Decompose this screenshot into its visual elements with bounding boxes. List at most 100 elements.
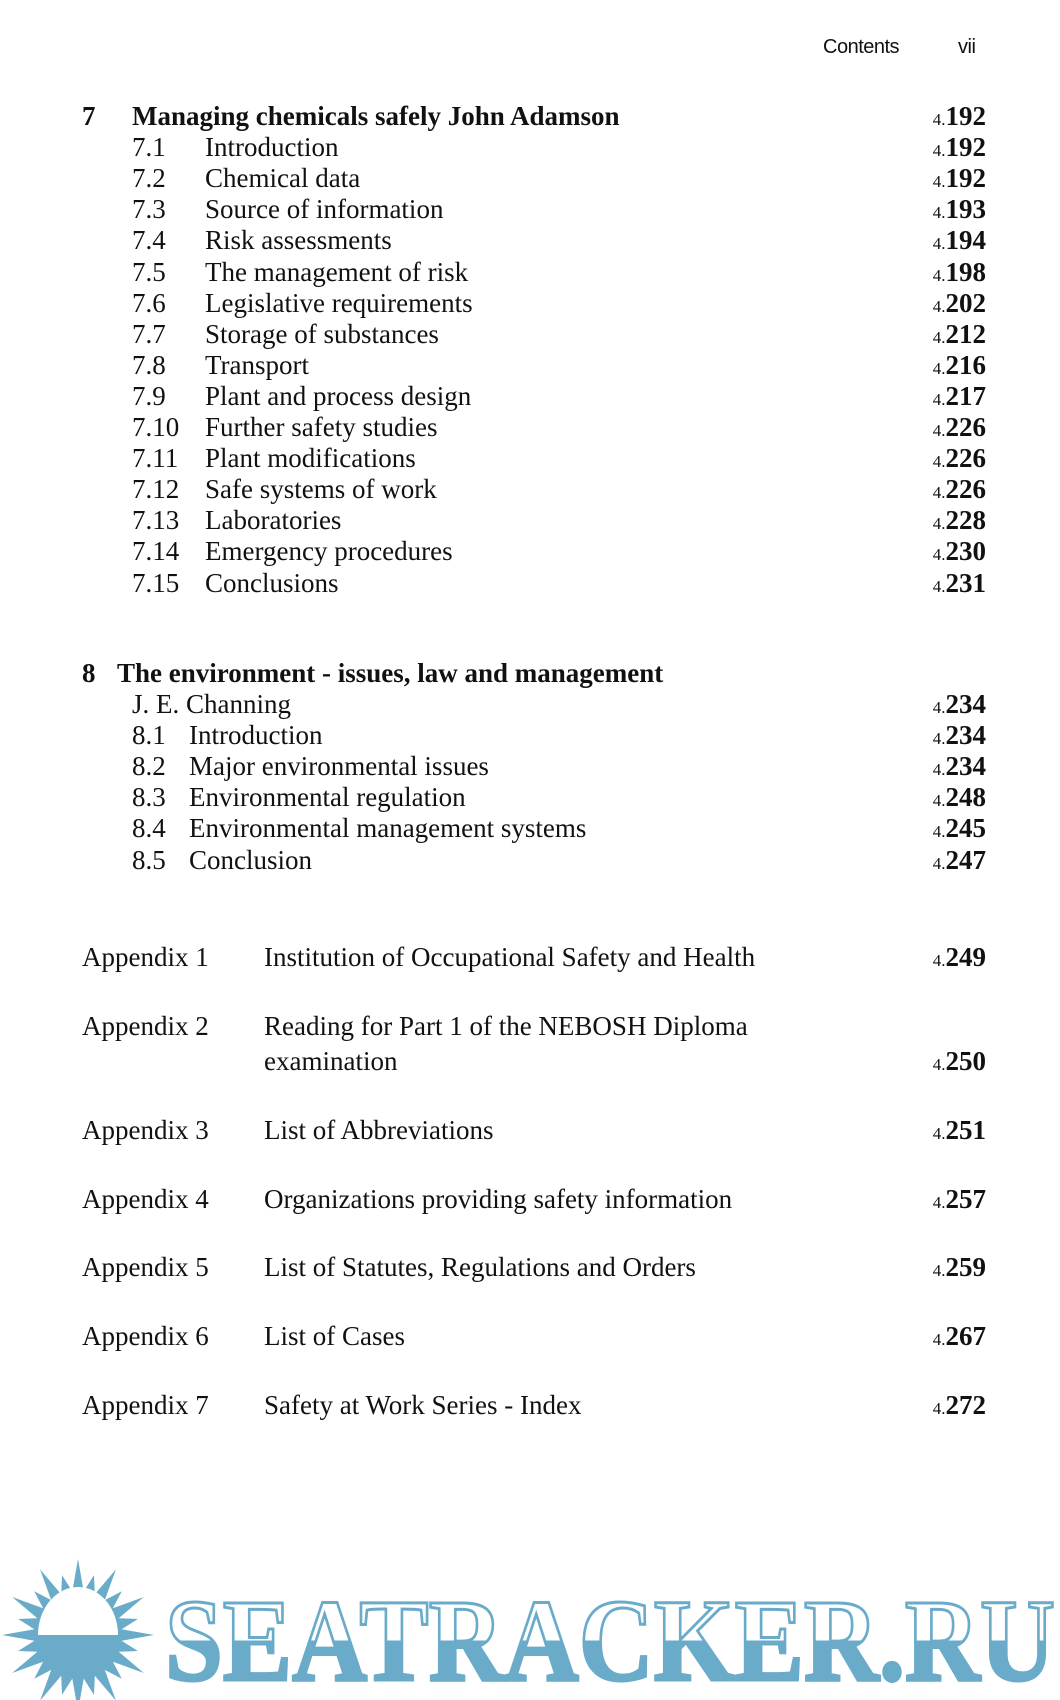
page-prefix: 4.	[932, 327, 946, 347]
toc-section[interactable]: 7.12 Safe systems of work 4.226	[0, 473, 1060, 505]
page-prefix: 4.	[932, 1261, 946, 1280]
toc-section[interactable]: 7.13 Laboratories 4.228	[0, 504, 1060, 536]
section-number: 7.13	[132, 505, 180, 536]
chapter-number: 8	[82, 658, 96, 688]
section-title: Environmental management systems	[189, 813, 587, 844]
page-prefix: 4.	[932, 265, 946, 285]
appendix-label: Appendix 4	[82, 1184, 209, 1214]
section-title: Plant and process design	[205, 380, 472, 411]
toc-section[interactable]: 7.1 Introduction 4.192	[0, 131, 1060, 163]
toc-section[interactable]: 8.3 Environmental regulation 4.248	[0, 781, 1060, 813]
appendix-label: Appendix 3	[82, 1115, 209, 1145]
section-page: 4.192	[933, 162, 986, 198]
page-number: 226	[945, 443, 987, 474]
section-number: 8.4	[132, 813, 166, 844]
toc-section[interactable]: 7.7 Storage of substances 4.212	[0, 318, 1060, 350]
appendix-title: Institution of Occupational Safety and H…	[264, 942, 756, 972]
page-number: 234	[945, 689, 987, 719]
page-number: 251	[945, 1115, 987, 1145]
section-title: Plant modifications	[205, 443, 416, 474]
appendix-page: 4.267	[933, 1320, 986, 1356]
section-number: 7.2	[132, 163, 166, 194]
section-page: 4.212	[933, 318, 986, 354]
toc-chapter-7[interactable]: 7 Managing chemicals safely John Adamson 4…	[0, 100, 1060, 132]
page-number: 248	[945, 782, 987, 813]
toc-section[interactable]: 7.14 Emergency procedures 4.230	[0, 535, 1060, 567]
toc-appendix[interactable]: Appendix 1 Institution of Occupational Sa…	[0, 941, 1060, 973]
appendix-page: 4.249	[933, 941, 986, 977]
page-number: 234	[945, 720, 987, 751]
page-number: 234	[945, 751, 987, 782]
section-number: 8.3	[132, 782, 166, 813]
page-number: 257	[945, 1184, 987, 1214]
page-number: 231	[945, 567, 987, 598]
toc-appendix[interactable]: Appendix 2 Reading for Part 1 of the NEBO…	[0, 1010, 1060, 1042]
page-prefix: 4.	[932, 1330, 946, 1349]
section-page: 4.234	[933, 750, 986, 786]
page-number: 272	[945, 1390, 987, 1420]
page-number: 247	[945, 844, 987, 875]
toc-appendix[interactable]: Appendix 3 List of Abbreviations 4.251	[0, 1114, 1060, 1146]
page-prefix: 4.	[932, 389, 946, 409]
section-title: Storage of substances	[205, 318, 439, 349]
page-prefix: 4.	[932, 203, 946, 223]
toc-appendix[interactable]: Appendix 6 List of Cases 4.267	[0, 1320, 1060, 1352]
chapter-author: J. E. Channing	[132, 689, 291, 719]
watermark-logo: SEATRACKER.RU	[2, 1559, 1057, 1700]
section-title: Safe systems of work	[205, 474, 437, 505]
section-page: 4.228	[933, 504, 986, 540]
toc-section[interactable]: 7.3 Source of information 4.193	[0, 193, 1060, 225]
page-number: 249	[945, 942, 987, 972]
toc-section[interactable]: 7.8 Transport 4.216	[0, 349, 1060, 381]
appendix-page: 4.251	[933, 1114, 986, 1150]
page-prefix: 4.	[932, 1055, 946, 1074]
section-title: Introduction	[205, 132, 339, 163]
toc-appendix[interactable]: Appendix 7 Safety at Work Series - Index 4…	[0, 1389, 1060, 1421]
toc-section[interactable]: 7.10 Further safety studies 4.226	[0, 411, 1060, 443]
toc-section[interactable]: 8.4 Environmental management systems 4.245	[0, 812, 1060, 844]
appendix-label: Appendix 2	[82, 1011, 209, 1041]
watermark-text: SEATRACKER.RU	[165, 1575, 1055, 1700]
toc-section[interactable]: 7.6 Legislative requirements 4.202	[0, 287, 1060, 319]
toc-section[interactable]: 8.1 Introduction 4.234	[0, 719, 1060, 751]
toc-appendix[interactable]: Appendix 5 List of Statutes, Regulations …	[0, 1251, 1060, 1283]
section-number: 7.1	[132, 132, 166, 163]
toc-appendix-cont[interactable]: examination 4.250	[0, 1045, 1060, 1077]
section-title: Transport	[205, 349, 310, 380]
toc-section[interactable]: 7.9 Plant and process design 4.217	[0, 380, 1060, 412]
page-number: 259	[945, 1252, 987, 1282]
section-number: 8.5	[132, 844, 166, 875]
toc-section[interactable]: 8.2 Major environmental issues 4.234	[0, 750, 1060, 782]
section-number: 7.6	[132, 287, 166, 318]
page-number: 193	[945, 194, 987, 225]
page-number: 212	[945, 318, 987, 349]
chapter-title: The environment - issues, law and manage…	[117, 658, 664, 688]
toc-section[interactable]: 7.5 The management of risk 4.198	[0, 256, 1060, 288]
toc-chapter-8-author[interactable]: J. E. Channing 4.234	[0, 688, 1060, 720]
page-number: 230	[945, 536, 987, 567]
section-title: Source of information	[205, 194, 444, 225]
section-page: 4.217	[933, 380, 986, 416]
appendix-title: Reading for Part 1 of the NEBOSH Diploma	[264, 1011, 748, 1041]
page-number: 245	[945, 813, 987, 844]
page-prefix: 4.	[932, 576, 946, 596]
toc-section[interactable]: 7.15 Conclusions 4.231	[0, 567, 1060, 599]
toc-section[interactable]: 8.5 Conclusion 4.247	[0, 844, 1060, 876]
toc-chapter-8[interactable]: 8 The environment - issues, law and manag…	[0, 657, 1060, 689]
page-number: 192	[945, 163, 987, 194]
toc-appendix[interactable]: Appendix 4 Organizations providing safety…	[0, 1183, 1060, 1215]
section-page: 4.248	[933, 781, 986, 817]
toc-section[interactable]: 7.4 Risk assessments 4.194	[0, 224, 1060, 256]
toc-section[interactable]: 7.11 Plant modifications 4.226	[0, 442, 1060, 474]
section-title: Further safety studies	[205, 412, 438, 442]
appendix-page: 4.272	[933, 1389, 986, 1425]
section-title: Introduction	[189, 720, 323, 751]
page-number: 194	[945, 225, 987, 256]
chapter-title: Managing chemicals safely John Adamson	[132, 101, 620, 131]
section-page: 4.193	[933, 193, 986, 229]
page-number: 202	[945, 287, 987, 318]
section-title: Risk assessments	[205, 225, 392, 256]
toc-section[interactable]: 7.2 Chemical data 4.192	[0, 162, 1060, 194]
page-prefix: 4.	[932, 172, 946, 192]
section-page: 4.230	[933, 535, 986, 571]
